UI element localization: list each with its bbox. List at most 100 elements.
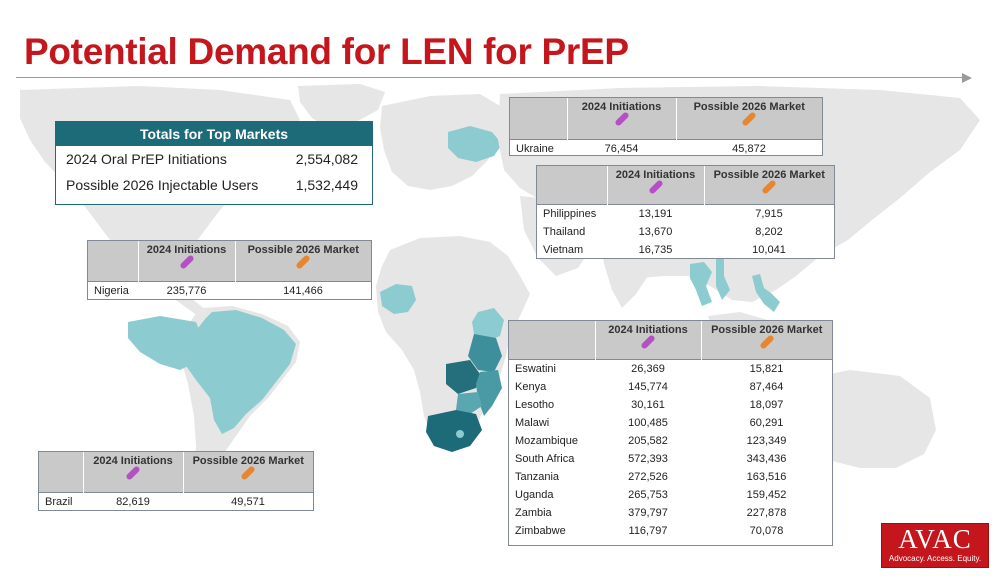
country-name: Kenya	[515, 380, 547, 393]
map-south-africa-highlight	[426, 410, 482, 452]
table-row: Brazil 82,619 49,571	[39, 491, 313, 511]
header-2024-initiations: 2024 Initiations	[606, 166, 704, 204]
divider-arrow-icon	[962, 73, 972, 83]
map-zambia-highlight	[446, 360, 480, 394]
initiations-value: 100,485	[628, 416, 668, 429]
table-row: Malawi 100,485 60,291	[509, 414, 832, 432]
totals-header: Totals for Top Markets	[56, 122, 372, 146]
avac-logo: AVAC Advocacy. Access. Equity.	[881, 523, 989, 568]
table-row: Thailand 13,670 8,202	[537, 223, 834, 241]
map-philippines-highlight	[752, 274, 780, 312]
country-name: Eswatini	[509, 358, 595, 378]
country-name: Thailand	[543, 225, 586, 238]
initiations-value: 76,454	[567, 138, 676, 158]
initiations-value: 145,774	[628, 380, 668, 393]
header-blank-cell	[509, 321, 595, 359]
map-brazil-patch	[128, 316, 204, 370]
header-blank-cell	[39, 452, 83, 492]
logo-tagline: Advocacy. Access. Equity.	[888, 554, 982, 563]
map-vietnam-highlight	[716, 256, 730, 300]
map-nigeria-highlight	[380, 284, 416, 314]
header-2026-market: Possible 2026 Market	[182, 452, 313, 492]
initiations-value: 82,619	[83, 491, 183, 511]
country-name: Zambia	[515, 506, 552, 519]
initiations-value: 30,161	[631, 398, 665, 411]
market-value: 123,349	[746, 434, 787, 447]
market-value: 163,516	[746, 470, 787, 483]
table-row: Zambia 379,797 227,878	[509, 504, 832, 522]
totals-label: 2024 Oral PrEP Initiations	[66, 151, 227, 167]
market-value: 49,571	[183, 491, 313, 511]
market-value: 70,078	[749, 524, 784, 537]
map-east-africa-highlight	[472, 308, 504, 342]
header-2026-market: Possible 2026 Market	[675, 98, 822, 139]
market-value: 10,041	[752, 243, 786, 256]
country-name: Nigeria	[88, 280, 138, 300]
initiations-value: 16,735	[638, 243, 673, 256]
country-name: Zimbabwe	[515, 524, 566, 537]
market-value: 159,452	[746, 488, 787, 501]
asia-market-table: 2024 Initiations Possible 2026 Market Ph…	[536, 165, 835, 259]
map-tanzania-highlight	[468, 334, 502, 372]
totals-row: Possible 2026 Injectable Users 1,532,449	[56, 172, 372, 198]
initiations-value: 26,369	[595, 358, 701, 378]
country-name: Mozambique	[515, 434, 578, 447]
table-row: Mozambique 205,582 123,349	[509, 432, 832, 450]
table-row: Vietnam 16,735 10,041	[537, 241, 834, 259]
table-row: Tanzania 272,526 163,516	[509, 468, 832, 486]
initiations-value: 116,797	[628, 524, 668, 537]
title-divider	[16, 77, 964, 78]
header-2026-market: Possible 2026 Market	[700, 321, 832, 359]
country-name: Ukraine	[510, 138, 567, 158]
market-value: 45,872	[676, 138, 822, 158]
header-2026-market: Possible 2026 Market	[703, 166, 834, 204]
initiations-value: 235,776	[138, 280, 235, 300]
initiations-value: 13,670	[638, 225, 673, 238]
logo-name: AVAC	[898, 524, 972, 554]
map-europe	[380, 94, 500, 190]
market-value: 60,291	[749, 416, 784, 429]
initiations-value: 205,582	[628, 434, 668, 447]
market-value: 141,466	[235, 280, 371, 300]
map-greenland	[298, 84, 385, 130]
ukraine-market-table: 2024 Initiations Possible 2026 Market Uk…	[509, 97, 823, 158]
country-name: Uganda	[515, 488, 554, 501]
initiations-value: 379,797	[628, 506, 668, 519]
header-blank-cell	[537, 166, 607, 204]
market-value: 227,878	[746, 506, 787, 519]
market-value: 343,436	[746, 452, 787, 465]
header-blank-cell	[510, 98, 567, 139]
table-row: Uganda 265,753 159,452	[509, 486, 832, 504]
market-value: 87,464	[749, 380, 784, 393]
brazil-market-table: 2024 Initiations Possible 2026 Market Br…	[38, 451, 314, 511]
country-name: Brazil	[39, 491, 83, 511]
market-value: 7,915	[704, 203, 834, 223]
table-row: Kenya 145,774 87,464	[509, 378, 832, 396]
map-lesotho-highlight	[456, 430, 464, 438]
header-blank-cell	[88, 241, 138, 281]
table-row: Eswatini 26,369 15,821	[509, 358, 832, 378]
table-row: Zimbabwe 116,797 70,078	[509, 522, 832, 540]
totals-value: 1,532,449	[295, 177, 358, 193]
country-name: Lesotho	[515, 398, 555, 411]
header-2026-market: Possible 2026 Market	[234, 241, 371, 281]
header-2024-initiations: 2024 Initiations	[137, 241, 235, 281]
map-brazil-highlight	[182, 310, 296, 434]
totals-top-markets: Totals for Top Markets 2024 Oral PrEP In…	[55, 121, 373, 205]
nigeria-market-table: 2024 Initiations Possible 2026 Market Ni…	[87, 240, 372, 300]
table-row: Nigeria 235,776 141,466	[88, 280, 371, 300]
country-name: Philippines	[537, 203, 607, 223]
initiations-value: 265,753	[628, 488, 668, 501]
map-zimbabwe-highlight	[456, 392, 482, 414]
page-title: Potential Demand for LEN for PrEP	[24, 31, 629, 72]
map-mozambique-highlight	[476, 370, 502, 416]
market-value: 15,821	[701, 358, 832, 378]
country-name: Malawi	[515, 416, 550, 429]
totals-label: Possible 2026 Injectable Users	[66, 177, 259, 193]
table-row: Philippines 13,191 7,915	[537, 203, 834, 223]
totals-row: 2024 Oral PrEP Initiations 2,554,082	[56, 146, 372, 172]
country-name: South Africa	[515, 452, 575, 465]
totals-value: 2,554,082	[295, 151, 358, 167]
initiations-value: 13,191	[607, 203, 704, 223]
header-2024-initiations: 2024 Initiations	[594, 321, 701, 359]
